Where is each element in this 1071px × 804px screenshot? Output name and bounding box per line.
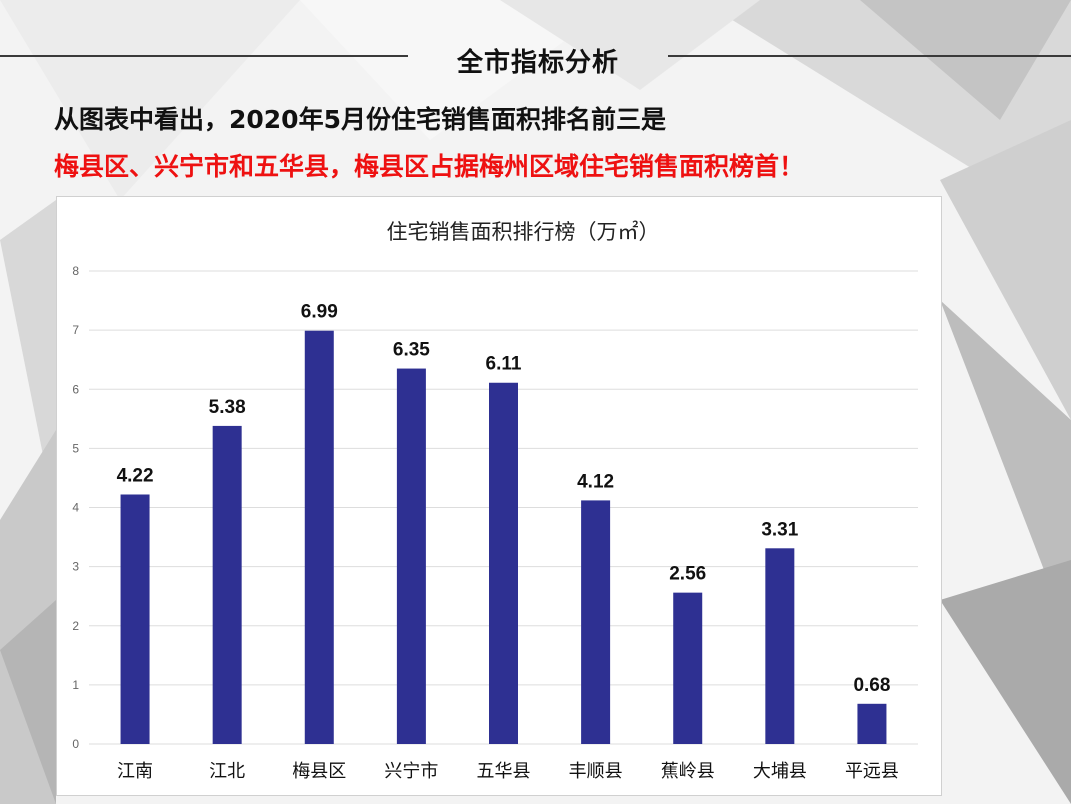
y-tick-label: 2 [72, 619, 79, 633]
y-tick-label: 7 [72, 323, 79, 337]
category-label: 大埔县 [753, 761, 807, 782]
bar [304, 330, 334, 744]
summary-text: 从图表中看出，2020年5月份住宅销售面积排名前三是 [54, 105, 666, 134]
category-label: 平远县 [845, 761, 899, 782]
bar-value-label: 4.22 [117, 465, 154, 486]
bar-value-label: 2.56 [669, 564, 706, 585]
y-tick-label: 5 [72, 441, 79, 455]
bar [489, 382, 518, 744]
category-label: 江北 [209, 761, 245, 782]
bar-value-label: 6.99 [301, 302, 338, 323]
y-tick-label: 3 [72, 560, 79, 574]
y-tick-label: 6 [72, 382, 79, 396]
bar [212, 425, 242, 744]
bars [120, 330, 887, 744]
bar [581, 500, 611, 744]
bar-value-label: 5.38 [209, 397, 246, 418]
chart-panel: 住宅销售面积排行榜（万㎡） 0 1 2 3 4 5 6 7 8 4.22 5.38 6.99 6.35… [56, 196, 942, 796]
category-label: 梅县区 [292, 761, 346, 782]
y-tick-label: 4 [72, 501, 79, 515]
bar-value-label: 3.31 [761, 519, 798, 540]
section-title: 全市指标分析 [456, 48, 619, 78]
category-label: 丰顺县 [569, 761, 623, 782]
bar [857, 703, 887, 744]
value-labels: 4.22 5.38 6.99 6.35 6.11 4.12 2.56 3.31 0.68 [117, 302, 891, 696]
y-tick-label: 8 [72, 264, 79, 278]
bar [120, 494, 150, 744]
summary-highlight-text: 梅县区、兴宁市和五华县，梅县区占据梅州区域住宅销售面积榜首！ [54, 152, 805, 181]
bar-value-label: 6.11 [486, 354, 522, 375]
header-rule-left [0, 55, 408, 57]
bar-chart: 住宅销售面积排行榜（万㎡） 0 1 2 3 4 5 6 7 8 4.22 5.38 6.99 6.35… [72, 220, 918, 782]
category-label: 蕉岭县 [661, 761, 715, 782]
category-label: 兴宁市 [384, 761, 438, 782]
bar [673, 592, 703, 744]
bar [396, 368, 426, 744]
category-label: 江南 [117, 761, 153, 782]
y-axis-ticks: 0 1 2 3 4 5 6 7 8 [72, 264, 79, 751]
y-tick-label: 0 [72, 737, 79, 751]
bar-value-label: 6.35 [393, 340, 430, 361]
bar-value-label: 4.12 [577, 471, 614, 492]
category-label: 五华县 [477, 761, 531, 782]
header-rule-right [668, 55, 1071, 57]
category-labels: 江南 江北 梅县区 兴宁市 五华县 丰顺县 蕉岭县 大埔县 平远县 [117, 761, 899, 782]
chart-title: 住宅销售面积排行榜（万㎡） [387, 220, 660, 244]
y-tick-label: 1 [72, 678, 79, 692]
bar [765, 548, 795, 744]
bar-value-label: 0.68 [853, 675, 890, 696]
